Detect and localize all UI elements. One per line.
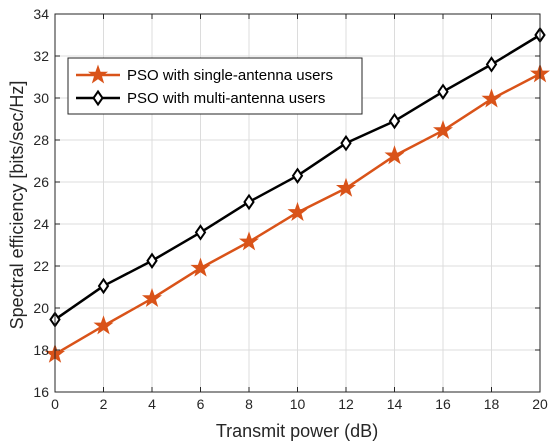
legend-box <box>67 57 363 115</box>
data-point <box>481 88 502 108</box>
x-tick-label: 2 <box>100 396 108 412</box>
x-tick-label: 16 <box>435 396 451 412</box>
legend: PSO with single-antenna users PSO with mu… <box>67 57 363 115</box>
data-point <box>437 83 449 100</box>
legend-marker <box>87 64 109 84</box>
y-tick-label: 26 <box>33 174 49 190</box>
x-tick-label: 8 <box>245 396 253 412</box>
series-1 <box>44 63 550 363</box>
data-point <box>146 252 158 270</box>
x-tick-label: 12 <box>338 396 354 412</box>
y-axis-label: Spectral efficiency [bits/sec/Hz] <box>7 81 27 330</box>
x-tick-label: 0 <box>51 396 59 412</box>
x-tick-label: 4 <box>148 396 156 412</box>
data-point <box>384 145 405 165</box>
data-point <box>485 56 498 73</box>
data-point <box>291 167 304 184</box>
x-tick-label: 6 <box>197 396 205 412</box>
series-layer <box>44 26 550 363</box>
data-point <box>340 134 352 152</box>
legend-marker <box>92 89 104 107</box>
y-axis-ticks: 16 18 20 22 24 26 28 30 32 34 <box>33 6 540 400</box>
legend-label: PSO with multi-antenna users <box>127 90 325 107</box>
data-point <box>141 288 163 308</box>
x-axis-ticks: 0 2 4 6 8 10 12 14 16 18 20 <box>51 14 548 412</box>
legend-entries: PSO with single-antenna users PSO with mu… <box>76 64 333 107</box>
x-tick-label: 18 <box>484 396 500 412</box>
y-tick-label: 20 <box>33 300 49 316</box>
x-tick-label: 20 <box>532 396 548 412</box>
data-point <box>287 201 308 221</box>
data-point <box>190 257 211 277</box>
data-point <box>432 120 454 140</box>
y-tick-label: 30 <box>33 90 49 106</box>
y-tick-label: 32 <box>33 48 49 64</box>
data-point <box>388 112 401 130</box>
x-axis-label: Transmit power (dB) <box>216 421 378 441</box>
x-tick-label: 10 <box>290 396 306 412</box>
y-tick-label: 18 <box>33 342 49 358</box>
data-point <box>93 315 114 335</box>
y-tick-label: 22 <box>33 258 49 274</box>
legend-label: PSO with single-antenna users <box>127 67 333 84</box>
legend-entry-2: PSO with multi-antenna users <box>76 89 325 107</box>
legend-entry-1: PSO with single-antenna users <box>76 64 333 84</box>
y-tick-label: 24 <box>33 216 49 232</box>
data-point <box>194 224 207 241</box>
y-tick-label: 16 <box>33 384 49 400</box>
y-tick-label: 28 <box>33 132 49 148</box>
x-tick-label: 14 <box>387 396 403 412</box>
data-point <box>243 193 255 211</box>
y-tick-label: 34 <box>33 6 49 22</box>
data-point <box>238 231 260 251</box>
data-point <box>335 177 357 197</box>
data-point <box>97 277 110 295</box>
